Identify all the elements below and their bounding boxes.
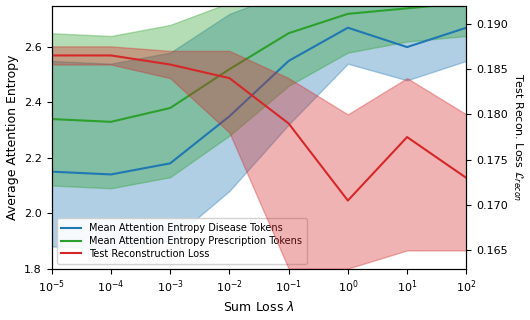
- Test Reconstruction Loss: [49, 53, 55, 57]
- Mean Attention Entropy Disease Tokens: [49, 170, 55, 173]
- Mean Attention Entropy Disease Tokens: [344, 26, 351, 30]
- Mean Attention Entropy Prescription Tokens: [344, 12, 351, 16]
- Y-axis label: Average Attention Entropy: Average Attention Entropy: [5, 54, 19, 220]
- Mean Attention Entropy Disease Tokens: [167, 162, 173, 165]
- Test Reconstruction Loss: [286, 122, 292, 125]
- Test Reconstruction Loss: [108, 53, 114, 57]
- Mean Attention Entropy Disease Tokens: [404, 45, 410, 49]
- Mean Attention Entropy Prescription Tokens: [49, 117, 55, 121]
- Test Reconstruction Loss: [167, 63, 173, 67]
- Mean Attention Entropy Prescription Tokens: [167, 106, 173, 110]
- Legend: Mean Attention Entropy Disease Tokens, Mean Attention Entropy Prescription Token: Mean Attention Entropy Disease Tokens, M…: [57, 218, 306, 264]
- Mean Attention Entropy Prescription Tokens: [463, 1, 470, 5]
- Mean Attention Entropy Disease Tokens: [226, 114, 233, 118]
- Mean Attention Entropy Prescription Tokens: [404, 6, 410, 10]
- Line: Mean Attention Entropy Disease Tokens: Mean Attention Entropy Disease Tokens: [52, 28, 466, 174]
- Mean Attention Entropy Prescription Tokens: [286, 31, 292, 35]
- Test Reconstruction Loss: [226, 76, 233, 80]
- Test Reconstruction Loss: [463, 176, 470, 180]
- Test Reconstruction Loss: [344, 199, 351, 203]
- Mean Attention Entropy Disease Tokens: [286, 59, 292, 63]
- Line: Mean Attention Entropy Prescription Tokens: Mean Attention Entropy Prescription Toke…: [52, 3, 466, 122]
- X-axis label: Sum Loss $\lambda$: Sum Loss $\lambda$: [223, 300, 295, 315]
- Mean Attention Entropy Prescription Tokens: [108, 120, 114, 124]
- Mean Attention Entropy Prescription Tokens: [226, 67, 233, 71]
- Mean Attention Entropy Disease Tokens: [108, 172, 114, 176]
- Line: Test Reconstruction Loss: Test Reconstruction Loss: [52, 55, 466, 201]
- Y-axis label: Test Recon. Loss $\mathcal{L}_{recon}$: Test Recon. Loss $\mathcal{L}_{recon}$: [510, 73, 525, 201]
- Test Reconstruction Loss: [404, 135, 410, 139]
- Mean Attention Entropy Disease Tokens: [463, 26, 470, 30]
